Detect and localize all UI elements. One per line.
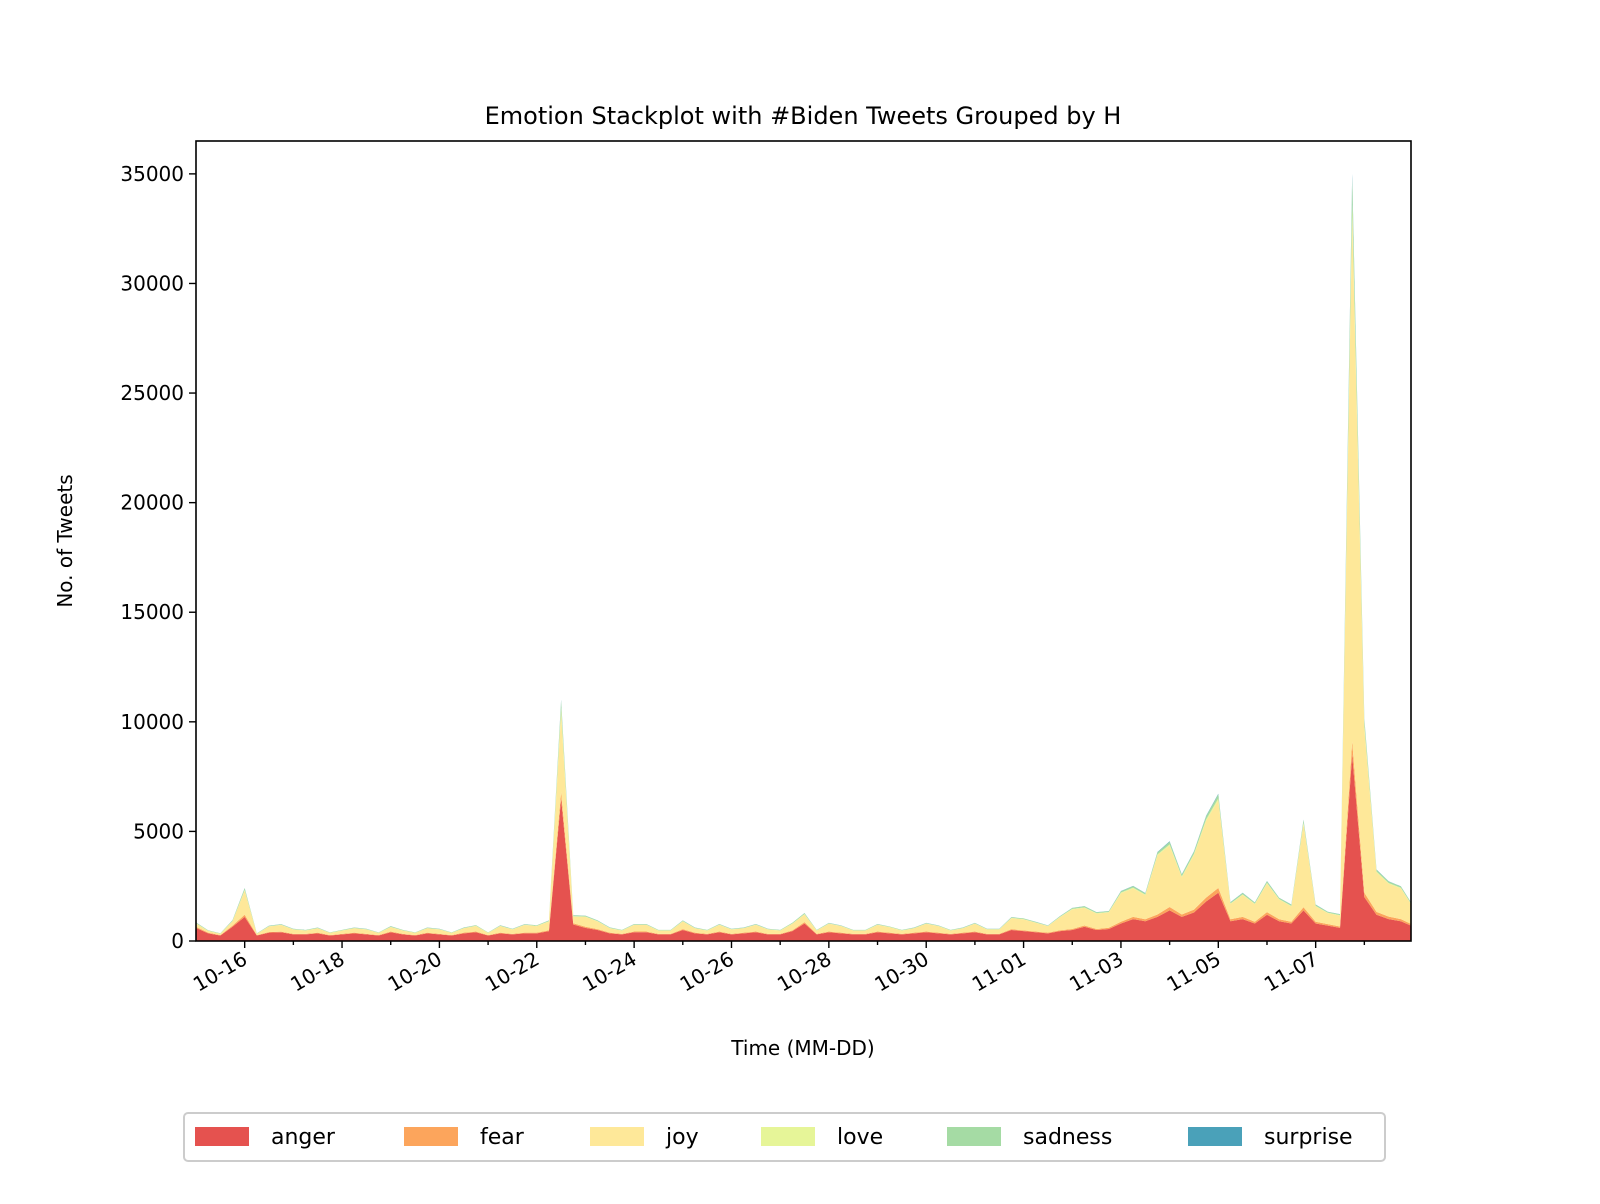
x-tick-label: 11-01 — [968, 947, 1030, 997]
legend-swatch-fear — [404, 1127, 458, 1146]
legend-swatch-anger — [195, 1127, 249, 1146]
area-joy — [196, 215, 1411, 936]
legend-swatch-joy — [590, 1127, 644, 1146]
x-axis-label: Time (MM-DD) — [730, 1036, 874, 1060]
y-tick-label: 25000 — [120, 381, 184, 405]
legend-label-love: love — [837, 1125, 883, 1150]
x-tick-label: 10-28 — [773, 947, 835, 997]
legend-swatch-love — [761, 1127, 815, 1146]
x-tick-label: 11-07 — [1260, 947, 1322, 997]
x-tick-label: 11-05 — [1162, 947, 1224, 997]
legend-label-sadness: sadness — [1023, 1125, 1112, 1150]
legend-items: anger fear joy love sadness surprise — [195, 1125, 1353, 1150]
stacked-areas — [196, 173, 1411, 941]
legend: anger fear joy love sadness surprise — [183, 1112, 1386, 1162]
y-tick-label: 10000 — [120, 710, 184, 734]
y-tick-label: 20000 — [120, 491, 184, 515]
y-axis: 0 5000 10000 15000 20000 25000 30000 35000 — [120, 162, 196, 953]
legend-label-joy: joy — [665, 1125, 699, 1150]
x-tick-label: 10-16 — [189, 947, 251, 997]
x-tick-label: 10-24 — [578, 947, 640, 997]
legend-swatch-surprise — [1188, 1127, 1242, 1146]
area-love — [196, 204, 1411, 934]
area-surprise — [196, 173, 1411, 934]
x-tick-label: 11-03 — [1065, 947, 1127, 997]
legend-label-anger: anger — [271, 1125, 336, 1150]
plot-frame — [195, 140, 1412, 942]
x-tick-label: 10-26 — [676, 947, 738, 997]
y-tick-label: 30000 — [120, 271, 184, 295]
chart-title: Emotion Stackplot with #Biden Tweets Gro… — [485, 102, 1122, 130]
legend-swatch-sadness — [947, 1127, 1001, 1146]
x-axis: 10-16 10-18 10-20 10-22 10-24 10-26 10-28 10-30… — [189, 941, 1366, 997]
x-tick-label: 10-20 — [384, 947, 446, 997]
x-tick-label: 10-30 — [870, 947, 932, 997]
legend-label-surprise: surprise — [1264, 1125, 1353, 1150]
y-axis-label: No. of Tweets — [53, 474, 77, 607]
x-tick-label: 10-18 — [286, 947, 348, 997]
y-tick-label: 15000 — [120, 600, 184, 624]
y-tick-label: 35000 — [120, 162, 184, 186]
y-tick-label: 0 — [171, 929, 184, 953]
area-sadness — [196, 178, 1411, 934]
x-tick-label: 10-22 — [481, 947, 543, 997]
y-tick-label: 5000 — [133, 819, 184, 843]
legend-label-fear: fear — [480, 1125, 525, 1150]
